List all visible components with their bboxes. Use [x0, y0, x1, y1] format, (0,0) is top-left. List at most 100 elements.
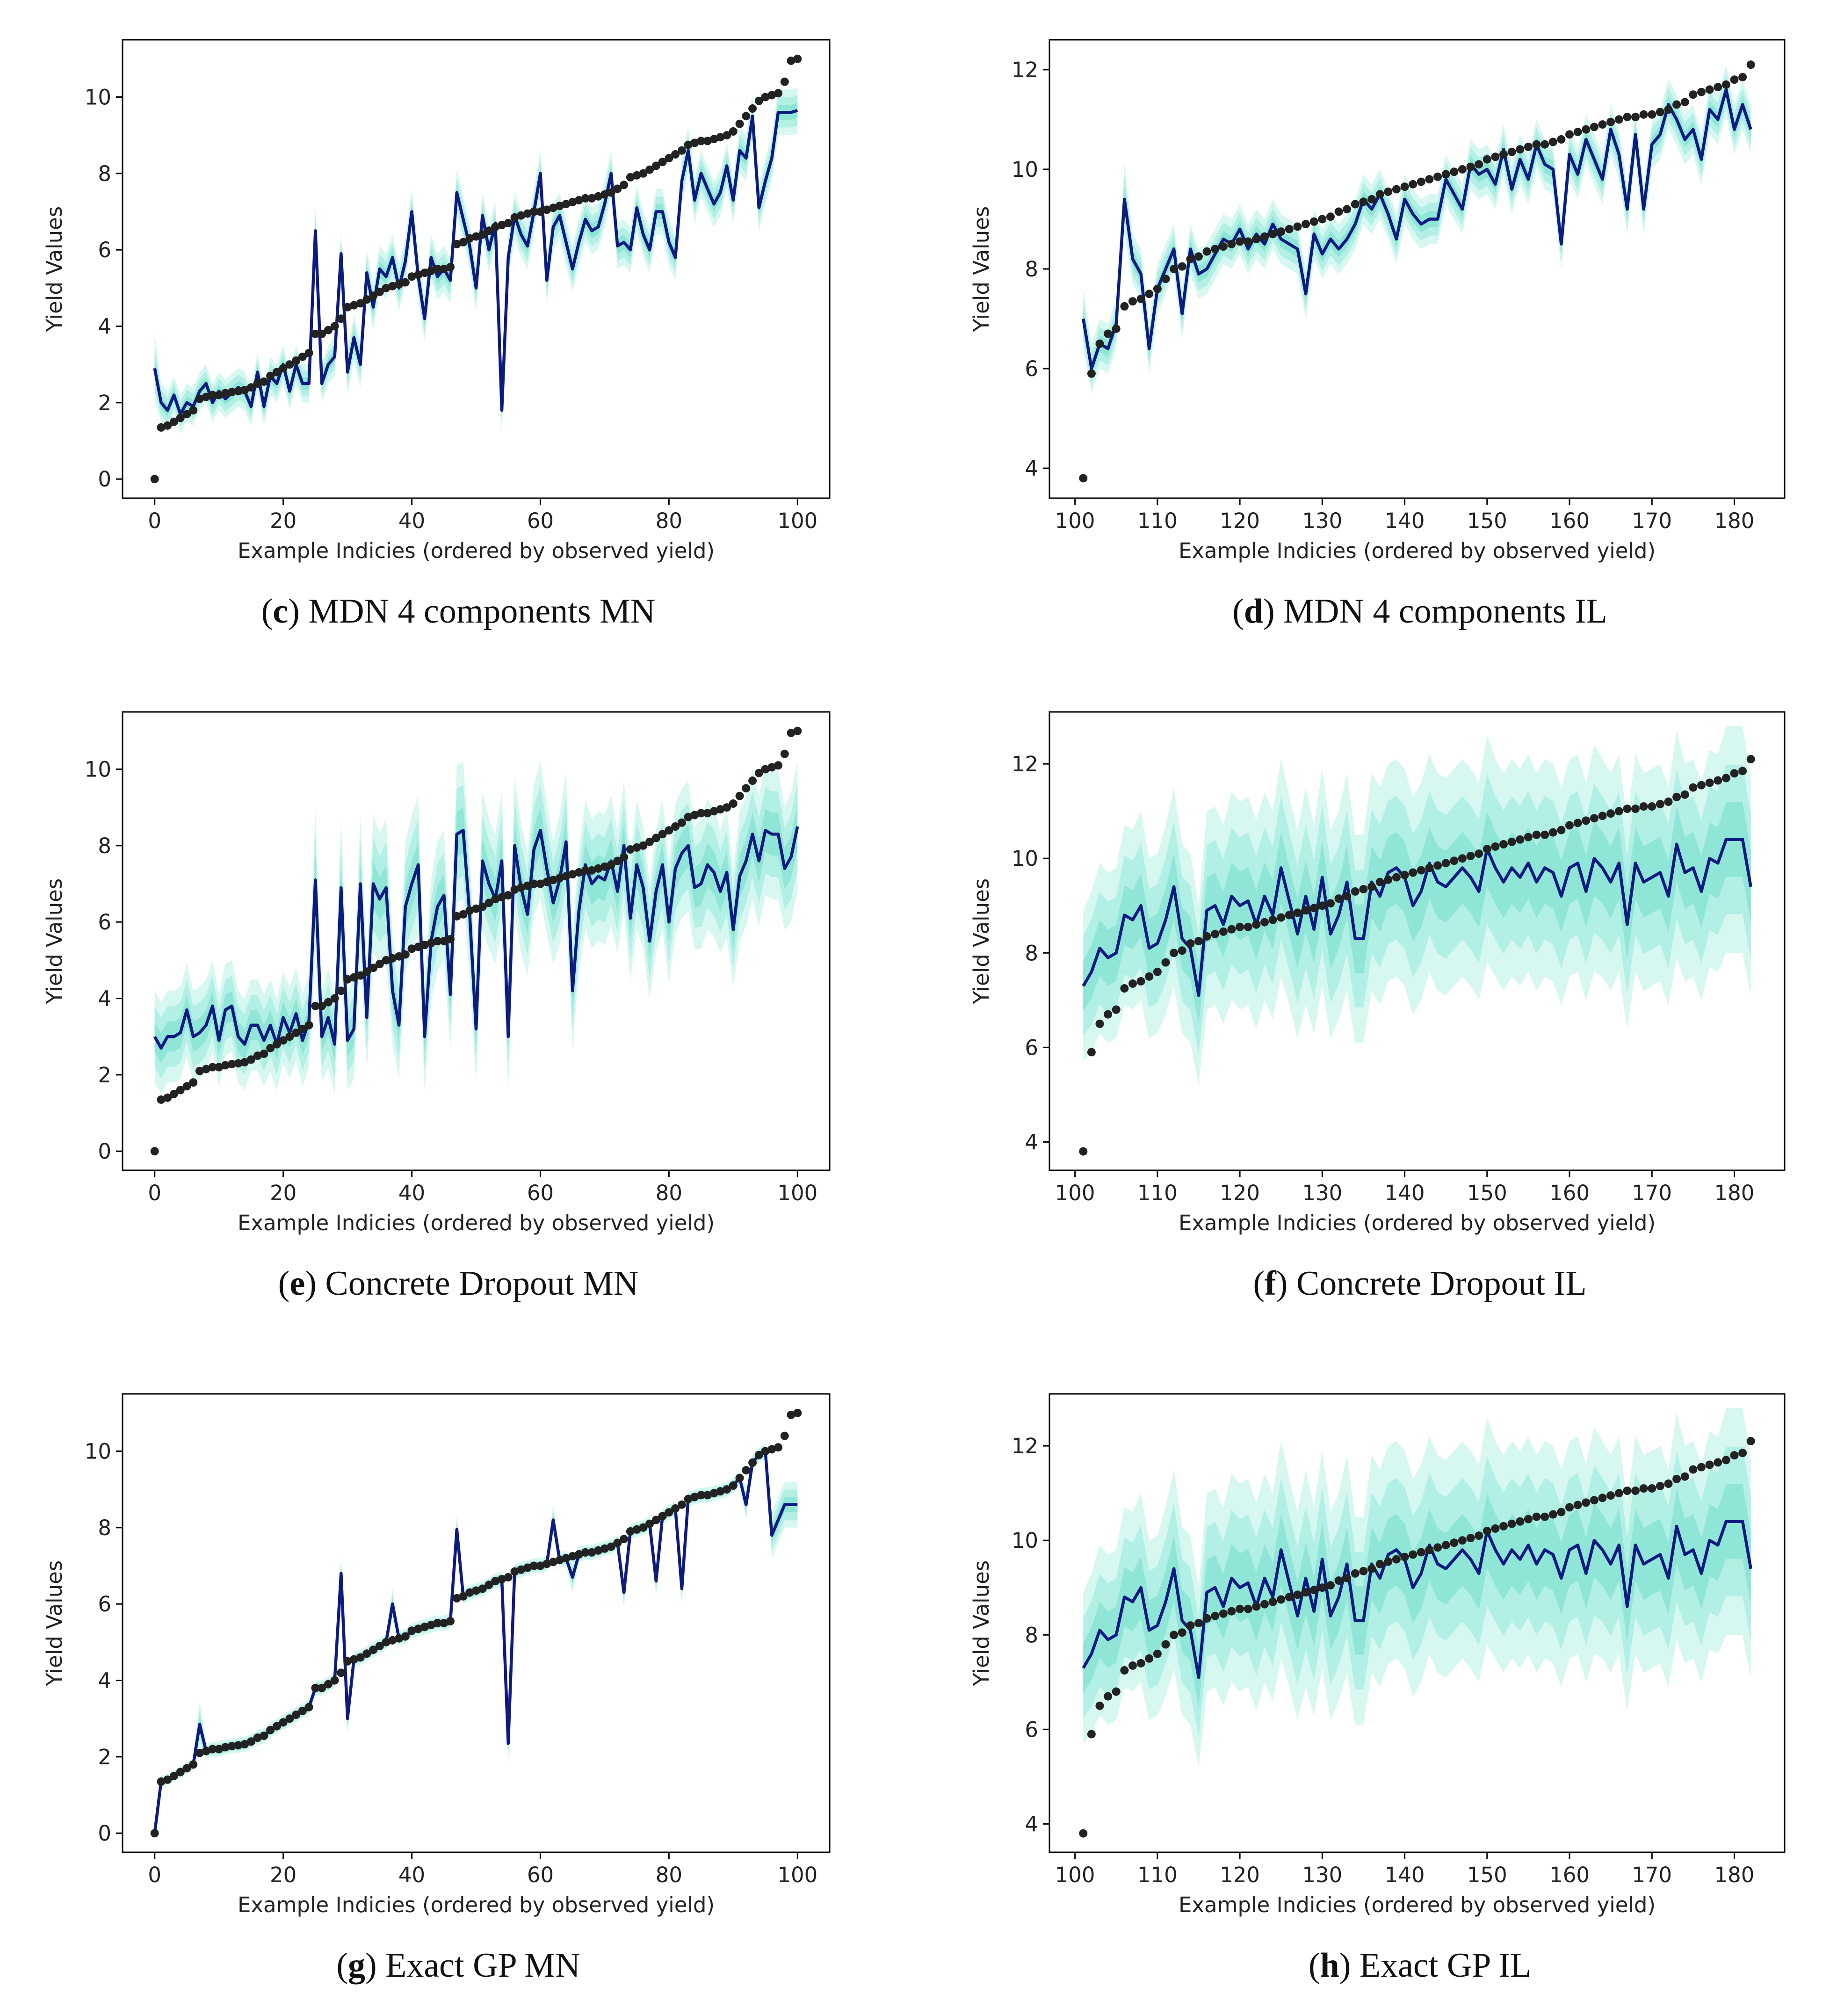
- observed-point: [311, 1683, 320, 1692]
- observed-point: [549, 203, 557, 212]
- observed-point: [1656, 1482, 1664, 1490]
- observed-point: [208, 1063, 217, 1072]
- observed-point: [620, 181, 629, 189]
- observed-point: [1293, 908, 1302, 917]
- observed-point: [459, 1592, 468, 1601]
- observed-point: [1631, 805, 1640, 813]
- observed-point: [574, 196, 583, 204]
- observed-point: [452, 1594, 461, 1603]
- observed-point: [356, 1653, 365, 1662]
- observed-point: [1425, 863, 1434, 872]
- observed-point: [1112, 324, 1121, 333]
- observed-point: [407, 272, 416, 281]
- observed-point: [170, 417, 178, 426]
- observed-point: [1582, 816, 1591, 825]
- observed-point: [1161, 275, 1170, 283]
- observed-point: [472, 904, 480, 913]
- uncertainty-band-3: [1083, 1484, 1751, 1707]
- x-tick-label: 170: [1632, 1863, 1672, 1887]
- observed-point: [1302, 1588, 1310, 1597]
- observed-point: [504, 891, 513, 899]
- y-axis-label: Yield Values: [969, 878, 994, 1004]
- observed-point: [266, 1044, 275, 1052]
- observed-point: [298, 1706, 307, 1715]
- observed-point: [1351, 200, 1360, 209]
- observed-point: [504, 1573, 513, 1581]
- observed-point: [1170, 949, 1179, 957]
- observed-point: [215, 1745, 224, 1754]
- observed-point: [1384, 1557, 1393, 1566]
- plot-frame: [1049, 711, 1786, 1171]
- predicted-series-line: [1082, 88, 1752, 370]
- observed-point: [414, 943, 423, 951]
- observed-point: [1540, 830, 1549, 839]
- caption-c: (c) MDN 4 components MN: [261, 592, 656, 631]
- y-tick-label: 10: [1012, 157, 1038, 182]
- observed-point: [1367, 882, 1376, 891]
- observed-point: [1516, 1517, 1525, 1526]
- observed-point: [1219, 1609, 1228, 1618]
- x-tick-label: 120: [1220, 508, 1260, 533]
- observed-point: [562, 200, 571, 209]
- observed-point: [793, 1408, 802, 1417]
- observed-point: [671, 1504, 680, 1513]
- observed-point: [472, 232, 480, 241]
- observed-point: [395, 280, 404, 289]
- y-tick-label: 10: [85, 1439, 111, 1464]
- observed-point: [1746, 1437, 1755, 1445]
- observed-point: [555, 1556, 564, 1565]
- observed-point: [1153, 1649, 1162, 1658]
- chart-e: 0 20 40 60 80 100 0 2 4 6 8 10 Example Indicies (ord…: [42, 711, 831, 1235]
- observed-point: [234, 1741, 243, 1750]
- observed-point: [330, 1676, 339, 1685]
- observed-point: [1079, 1147, 1088, 1156]
- caption-text-d: MDN 4 components IL: [1283, 592, 1607, 631]
- observed-point: [446, 1617, 455, 1625]
- observed-point: [1639, 802, 1648, 811]
- observed-point: [1441, 859, 1450, 868]
- observed-point: [318, 1683, 326, 1692]
- observed-point: [163, 421, 172, 430]
- observed-point: [723, 131, 731, 140]
- observed-point: [1359, 885, 1368, 893]
- observed-point: [1450, 856, 1459, 865]
- x-tick-label: 100: [1055, 508, 1095, 533]
- observed-point: [1614, 807, 1623, 816]
- x-tick-label: 120: [1220, 1863, 1260, 1887]
- observed-point: [1738, 767, 1747, 776]
- y-tick-label: 4: [1025, 456, 1038, 481]
- observed-point: [1664, 798, 1673, 806]
- observed-point: [285, 360, 294, 369]
- observed-point: [1219, 242, 1228, 251]
- observed-point: [1524, 143, 1533, 151]
- x-axis-label: Example Indicies (ordered by observed yi…: [238, 538, 715, 563]
- observed-point: [208, 391, 217, 399]
- observed-point: [1334, 1576, 1343, 1585]
- observed-point: [382, 1638, 391, 1646]
- observed-point: [1721, 80, 1730, 89]
- observed-point: [1095, 1701, 1104, 1710]
- x-tick-label: 160: [1549, 1181, 1590, 1205]
- observed-point: [665, 1508, 673, 1517]
- observed-point: [1433, 861, 1442, 870]
- observed-point: [343, 303, 352, 312]
- observed-point: [1648, 802, 1656, 811]
- observed-point: [555, 874, 564, 883]
- x-tick-label: 100: [777, 508, 817, 533]
- observed-point: [1112, 1687, 1121, 1696]
- observed-point: [1375, 190, 1384, 199]
- observed-point: [709, 135, 718, 144]
- observed-point: [1565, 130, 1574, 139]
- observed-point: [536, 207, 545, 216]
- observed-point: [594, 192, 603, 201]
- observed-point: [1631, 1487, 1640, 1495]
- observed-point: [1079, 1829, 1088, 1838]
- x-tick-label: 100: [1055, 1863, 1095, 1887]
- observed-point: [651, 1516, 660, 1524]
- y-tick-label: 6: [98, 238, 111, 262]
- observed-point: [304, 1703, 313, 1711]
- observed-point: [1302, 906, 1310, 915]
- x-tick-label: 180: [1714, 1863, 1755, 1887]
- observed-point: [1219, 927, 1228, 936]
- observed-point: [1582, 125, 1591, 134]
